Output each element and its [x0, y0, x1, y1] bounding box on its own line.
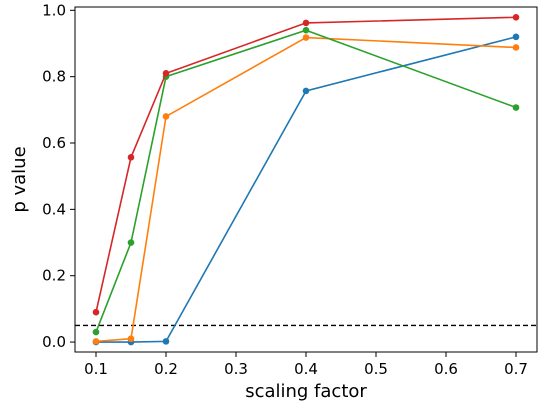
data-point [92, 308, 100, 316]
x-axis-label: scaling factor [245, 381, 367, 402]
series-2 [92, 34, 520, 345]
series-4 [92, 13, 520, 316]
data-point [162, 338, 170, 345]
x-tick-label: 0.4 [294, 360, 318, 378]
series-layer [92, 13, 520, 346]
data-point [92, 338, 100, 345]
x-tick-label: 0.1 [84, 360, 108, 378]
data-point [162, 70, 170, 77]
y-tick-label: 0.2 [42, 267, 66, 285]
data-point [302, 19, 310, 27]
y-tick-label: 0.4 [42, 200, 66, 218]
data-point [302, 87, 310, 95]
data-point [512, 44, 520, 51]
x-axis-ticks: 0.1 0.2 0.3 0.4 0.5 0.6 0.7 [84, 352, 528, 378]
x-tick-label: 0.6 [434, 360, 458, 378]
y-tick-label: 0.0 [42, 333, 66, 351]
y-tick-label: 0.6 [42, 134, 66, 152]
x-tick-label: 0.2 [154, 360, 178, 378]
data-point [127, 335, 135, 343]
y-tick-label: 0.8 [42, 68, 66, 86]
data-point [512, 33, 520, 41]
data-point [302, 26, 310, 34]
data-point [512, 13, 520, 21]
data-point [127, 153, 135, 161]
y-axis-label: p value [9, 146, 30, 212]
x-tick-label: 0.3 [224, 360, 248, 378]
data-point [512, 104, 520, 111]
x-tick-label: 0.7 [504, 360, 528, 378]
data-point [92, 328, 100, 336]
x-tick-label: 0.5 [364, 360, 388, 378]
y-tick-label: 1.0 [42, 1, 66, 19]
data-point [127, 239, 135, 246]
data-point [302, 34, 310, 41]
data-point [162, 113, 170, 120]
y-axis-ticks: 0.0 0.2 0.4 0.6 0.8 1.0 [42, 1, 75, 351]
